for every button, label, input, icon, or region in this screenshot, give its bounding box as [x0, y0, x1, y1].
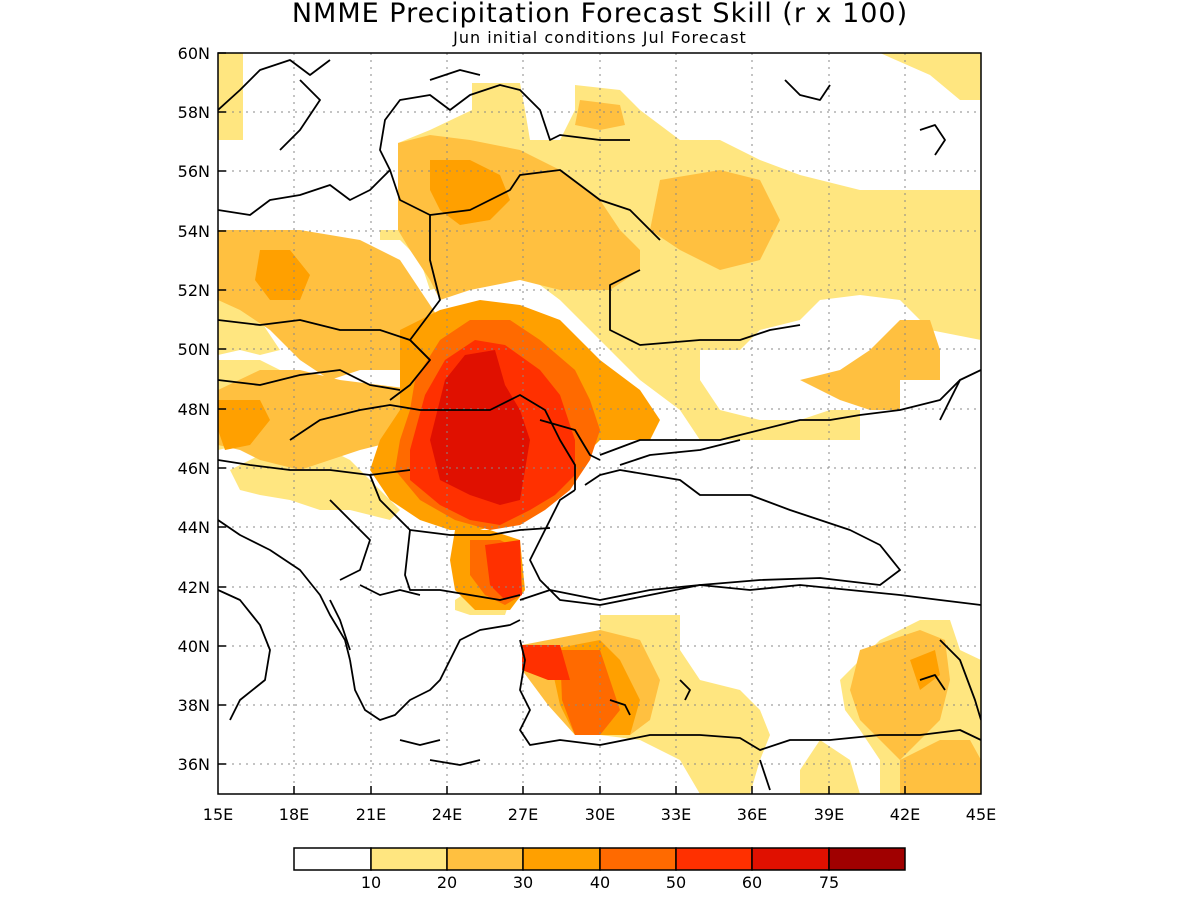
- skill-band-60-75: [430, 350, 530, 505]
- colorbar-label: 10: [361, 873, 381, 892]
- lat-label: 36N: [178, 755, 210, 774]
- lon-label: 45E: [966, 805, 996, 824]
- lat-label: 52N: [178, 281, 210, 300]
- lat-labels: 60N 58N 56N 54N 52N 50N 48N 46N 44N 42N …: [178, 44, 210, 774]
- colorbar-label: 50: [666, 873, 686, 892]
- lon-label: 42E: [890, 805, 920, 824]
- lon-label: 36E: [737, 805, 767, 824]
- colorbar-label: 30: [513, 873, 533, 892]
- lon-label: 30E: [585, 805, 615, 824]
- colorbar: 10 20 30 40 50 60 75: [293, 847, 906, 892]
- lat-label: 44N: [178, 518, 210, 537]
- lat-label: 54N: [178, 222, 210, 241]
- colorbar-label: 40: [590, 873, 610, 892]
- skill-shading: [218, 53, 981, 794]
- colorbar-box: [293, 847, 372, 871]
- lon-label: 39E: [814, 805, 844, 824]
- lat-label: 38N: [178, 696, 210, 715]
- lon-labels: 15E 18E 21E 24E 27E 30E 33E 36E 39E 42E …: [203, 805, 996, 824]
- lat-label: 58N: [178, 103, 210, 122]
- colorbar-box: [751, 847, 830, 871]
- lat-label: 46N: [178, 459, 210, 478]
- lat-label: 40N: [178, 637, 210, 656]
- coastlines-borders: [218, 59, 981, 791]
- colorbar-box: [675, 847, 753, 871]
- lat-label: 60N: [178, 44, 210, 63]
- lat-label: 50N: [178, 340, 210, 359]
- lat-label: 56N: [178, 162, 210, 181]
- lon-label: 18E: [279, 805, 309, 824]
- colorbar-box: [828, 847, 906, 871]
- colorbar-label: 75: [819, 873, 839, 892]
- lon-label: 33E: [661, 805, 691, 824]
- colorbar-box: [522, 847, 601, 871]
- colorbar-label: 20: [437, 873, 457, 892]
- colorbar-box: [599, 847, 677, 871]
- chart-title: NMME Precipitation Forecast Skill (r x 1…: [291, 0, 909, 29]
- colorbar-box: [370, 847, 448, 871]
- map-grid: [218, 53, 981, 794]
- lon-label: 24E: [432, 805, 462, 824]
- lon-label: 27E: [508, 805, 538, 824]
- lon-label: 21E: [356, 805, 386, 824]
- lat-label: 42N: [178, 578, 210, 597]
- lon-label: 15E: [203, 805, 233, 824]
- colorbar-label: 60: [742, 873, 762, 892]
- axis-ticks: [218, 52, 906, 794]
- colorbar-box: [446, 847, 524, 871]
- lat-label: 48N: [178, 400, 210, 419]
- chart-subtitle: Jun initial conditions Jul Forecast: [453, 28, 747, 47]
